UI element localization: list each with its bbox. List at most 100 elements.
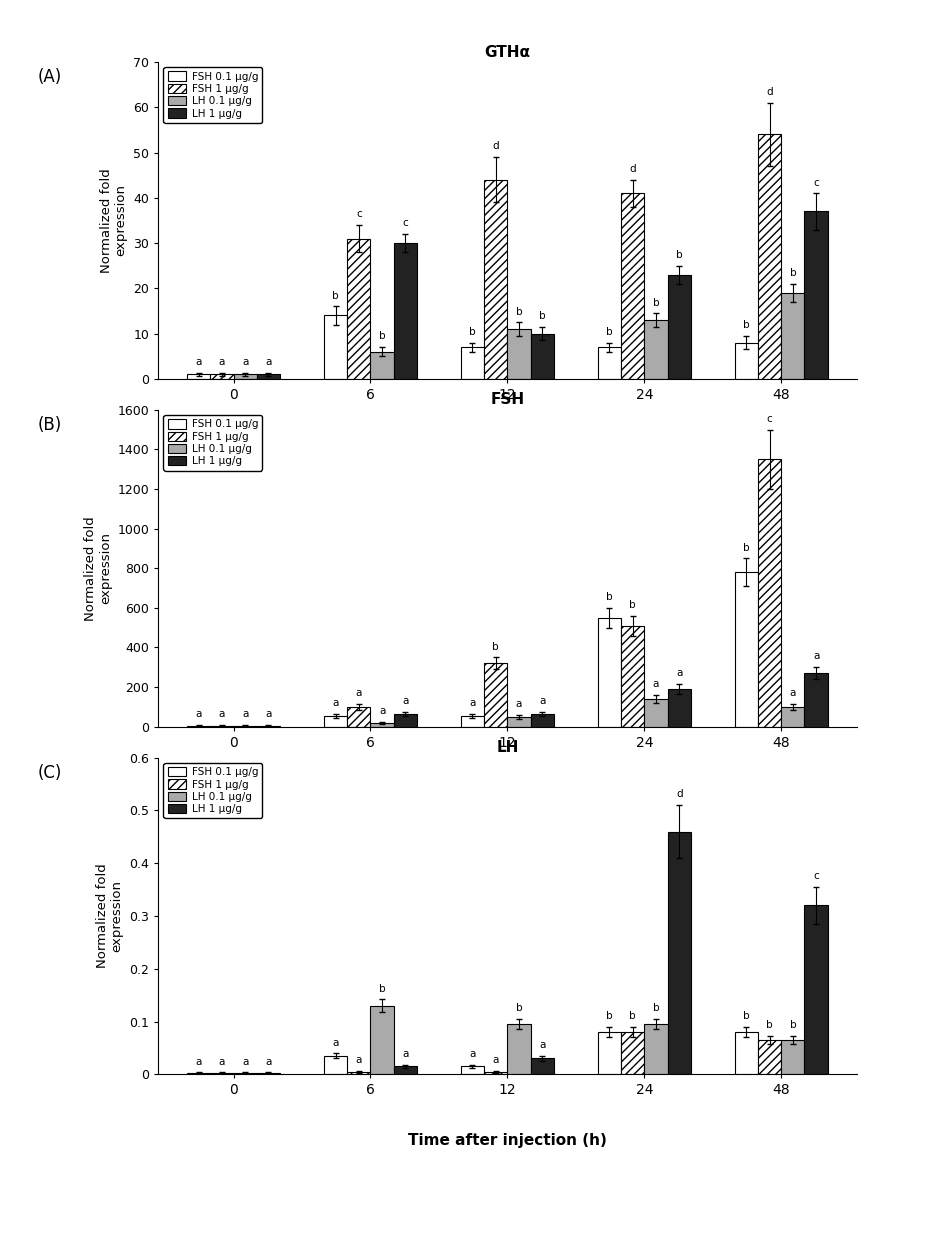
- Bar: [644, 699, 668, 727]
- Text: a: a: [402, 696, 409, 705]
- Text: a: a: [242, 358, 249, 368]
- Bar: [394, 243, 417, 379]
- Bar: [668, 689, 691, 727]
- Bar: [598, 617, 621, 727]
- Bar: [598, 1032, 621, 1074]
- Bar: [461, 1067, 484, 1074]
- Bar: [234, 374, 257, 379]
- Bar: [668, 832, 691, 1074]
- Text: a: a: [242, 709, 249, 719]
- Bar: [781, 1040, 804, 1074]
- Text: a: a: [196, 358, 202, 368]
- Bar: [531, 334, 554, 379]
- Text: a: a: [219, 1057, 225, 1067]
- Bar: [461, 715, 484, 727]
- Bar: [394, 714, 417, 727]
- Bar: [210, 1073, 234, 1074]
- Text: a: a: [469, 1049, 476, 1059]
- Bar: [804, 211, 828, 379]
- Bar: [187, 374, 210, 379]
- Text: a: a: [653, 679, 659, 689]
- Text: b: b: [789, 268, 796, 278]
- Bar: [347, 1072, 371, 1074]
- Text: a: a: [242, 1057, 249, 1067]
- Text: a: a: [219, 358, 225, 368]
- Bar: [371, 1006, 394, 1074]
- Bar: [758, 460, 781, 727]
- Bar: [210, 374, 234, 379]
- Text: a: a: [469, 698, 476, 708]
- Bar: [324, 1056, 347, 1074]
- Bar: [507, 329, 531, 379]
- Bar: [644, 1025, 668, 1074]
- Text: Time after injection (h): Time after injection (h): [408, 1133, 607, 1148]
- Text: d: d: [676, 790, 682, 800]
- Bar: [484, 1072, 507, 1074]
- Bar: [324, 715, 347, 727]
- Text: a: a: [492, 1054, 499, 1064]
- Text: a: a: [196, 1057, 202, 1067]
- Bar: [324, 315, 347, 379]
- Bar: [621, 194, 644, 379]
- Text: c: c: [402, 219, 409, 229]
- Bar: [804, 673, 828, 727]
- Text: b: b: [516, 1004, 522, 1013]
- Text: a: a: [356, 688, 362, 698]
- Text: a: a: [789, 688, 796, 698]
- Bar: [758, 1040, 781, 1074]
- Text: a: a: [676, 668, 682, 678]
- Text: a: a: [219, 709, 225, 719]
- Bar: [668, 274, 691, 379]
- Bar: [234, 1073, 257, 1074]
- Bar: [621, 626, 644, 727]
- Text: b: b: [606, 1011, 613, 1021]
- Text: d: d: [492, 142, 499, 152]
- Text: b: b: [629, 600, 636, 610]
- Text: a: a: [332, 698, 339, 708]
- Bar: [598, 348, 621, 379]
- Text: d: d: [629, 164, 636, 174]
- Bar: [781, 293, 804, 379]
- Bar: [758, 134, 781, 379]
- Bar: [484, 663, 507, 727]
- Text: b: b: [469, 327, 476, 337]
- Text: a: a: [539, 696, 546, 705]
- Text: b: b: [743, 1011, 749, 1021]
- Bar: [644, 320, 668, 379]
- Bar: [531, 1058, 554, 1074]
- Text: b: b: [492, 642, 499, 652]
- Bar: [735, 1032, 758, 1074]
- Text: c: c: [356, 210, 362, 220]
- Bar: [257, 374, 280, 379]
- Bar: [531, 714, 554, 727]
- Text: b: b: [766, 1020, 773, 1030]
- Title: LH: LH: [496, 740, 519, 755]
- Text: a: a: [265, 709, 272, 719]
- Text: b: b: [676, 250, 682, 260]
- Bar: [257, 1073, 280, 1074]
- Bar: [507, 1025, 531, 1074]
- Legend: FSH 0.1 μg/g, FSH 1 μg/g, LH 0.1 μg/g, LH 1 μg/g: FSH 0.1 μg/g, FSH 1 μg/g, LH 0.1 μg/g, L…: [164, 415, 263, 471]
- Bar: [347, 707, 371, 727]
- Bar: [461, 348, 484, 379]
- Text: b: b: [789, 1020, 796, 1030]
- Text: b: b: [606, 592, 613, 602]
- Bar: [507, 717, 531, 727]
- Text: (B): (B): [37, 416, 61, 433]
- Text: (C): (C): [37, 764, 61, 781]
- Text: b: b: [606, 327, 613, 337]
- Text: b: b: [332, 291, 339, 301]
- Y-axis label: Normalized fold
expression: Normalized fold expression: [96, 863, 124, 969]
- Bar: [187, 1073, 210, 1074]
- Text: a: a: [813, 652, 819, 662]
- Text: b: b: [516, 307, 522, 317]
- Bar: [394, 1067, 417, 1074]
- Bar: [371, 351, 394, 379]
- Text: a: a: [265, 1057, 272, 1067]
- Text: a: a: [539, 1040, 546, 1051]
- Text: c: c: [767, 414, 773, 424]
- Text: b: b: [379, 984, 385, 994]
- Text: b: b: [743, 543, 749, 553]
- Title: FSH: FSH: [491, 392, 524, 407]
- Bar: [347, 238, 371, 379]
